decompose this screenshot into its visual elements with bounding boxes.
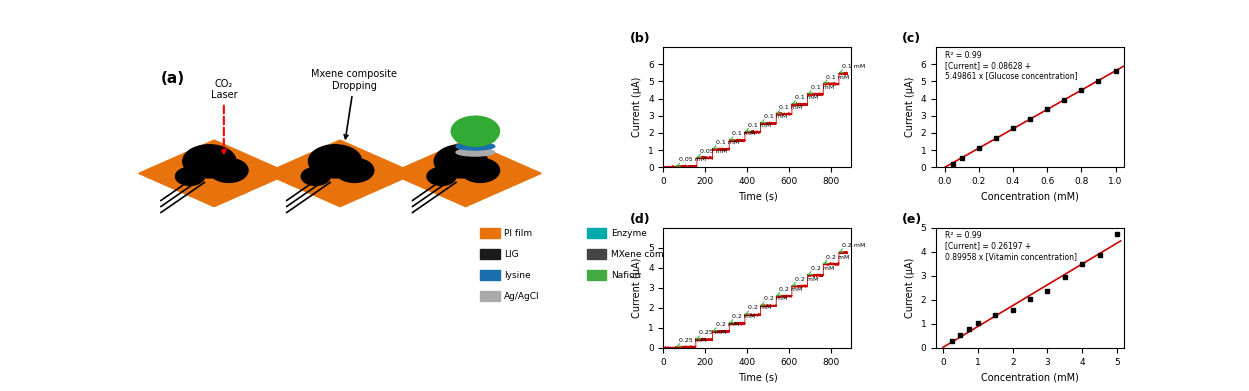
Text: R² = 0.99
[Current] = 0.26197 +
0.89958 x [Vitamin concentration]: R² = 0.99 [Current] = 0.26197 + 0.89958 … [945,231,1078,261]
Circle shape [309,145,362,178]
Text: 0.1 mM: 0.1 mM [746,123,772,131]
Y-axis label: Current (μA): Current (μA) [906,77,916,137]
Text: (a): (a) [161,71,185,86]
Circle shape [427,167,456,185]
Text: 0.2 mM: 0.2 mM [713,322,739,331]
Circle shape [210,158,249,183]
FancyBboxPatch shape [480,291,500,301]
Circle shape [435,145,487,178]
Text: 0.1 mM: 0.1 mM [809,85,834,93]
Text: Ag/AgCl: Ag/AgCl [505,292,540,301]
Circle shape [301,167,330,185]
Text: 0.05 mM: 0.05 mM [676,158,706,166]
Circle shape [335,158,373,183]
Text: 0.1 mM: 0.1 mM [841,64,866,73]
Text: 0.2 mM: 0.2 mM [808,266,834,275]
Text: 0.2 mM: 0.2 mM [792,277,818,286]
Text: MXene composite: MXene composite [611,250,691,259]
Text: 0.2 mM: 0.2 mM [761,296,787,305]
Polygon shape [390,140,541,206]
Text: (e): (e) [902,213,923,226]
Text: (d): (d) [629,213,651,226]
Text: 0.1 mM: 0.1 mM [793,95,818,104]
Text: 0.2 mM: 0.2 mM [729,314,756,323]
Text: 0.2 mM: 0.2 mM [823,255,849,264]
Ellipse shape [456,142,495,150]
Text: 0.1 mM: 0.1 mM [731,131,756,140]
X-axis label: Concentration (mM): Concentration (mM) [982,192,1079,202]
Circle shape [461,158,500,183]
Text: lysine: lysine [505,271,531,280]
Text: 0.1 mM: 0.1 mM [713,140,739,149]
X-axis label: Time (s): Time (s) [738,192,777,202]
Text: (b): (b) [629,32,651,45]
Polygon shape [139,140,290,206]
FancyBboxPatch shape [587,228,606,238]
Text: PI film: PI film [505,229,532,238]
FancyBboxPatch shape [587,249,606,259]
Polygon shape [265,140,416,206]
Text: 0.2 mM: 0.2 mM [746,305,772,314]
Text: 0.05 mM: 0.05 mM [697,149,727,157]
Text: R² = 0.99
[Current] = 0.08628 +
5.49861 x [Glucose concentration]: R² = 0.99 [Current] = 0.08628 + 5.49861 … [945,50,1078,80]
Circle shape [182,145,236,178]
Text: 0.1 mM: 0.1 mM [824,75,849,83]
Y-axis label: Current (μA): Current (μA) [906,258,916,318]
Text: 0.1 mM: 0.1 mM [762,114,787,123]
Y-axis label: Current (μA): Current (μA) [632,77,642,137]
Circle shape [175,167,205,185]
Text: CO₂
Laser: CO₂ Laser [211,79,237,153]
Text: 0.2 mM: 0.2 mM [839,243,866,252]
Text: 0.2 mM: 0.2 mM [777,287,803,296]
Ellipse shape [456,149,495,156]
Text: Nafion: Nafion [611,271,641,280]
Text: (c): (c) [902,32,922,45]
FancyBboxPatch shape [480,228,500,238]
Text: Mxene composite
Dropping: Mxene composite Dropping [311,70,397,139]
X-axis label: Time (s): Time (s) [738,372,777,382]
Text: 0.25 mM: 0.25 mM [697,330,726,339]
Y-axis label: Current (μA): Current (μA) [632,258,642,318]
FancyBboxPatch shape [587,270,606,280]
X-axis label: Concentration (mM): Concentration (mM) [982,372,1079,382]
FancyBboxPatch shape [480,270,500,280]
Ellipse shape [456,136,495,144]
Text: 0.25 mM: 0.25 mM [677,338,707,347]
Text: 0.1 mM: 0.1 mM [777,105,803,113]
Circle shape [451,116,500,146]
Text: LIG: LIG [505,250,520,259]
Text: Enzyme: Enzyme [611,229,647,238]
FancyBboxPatch shape [480,249,500,259]
